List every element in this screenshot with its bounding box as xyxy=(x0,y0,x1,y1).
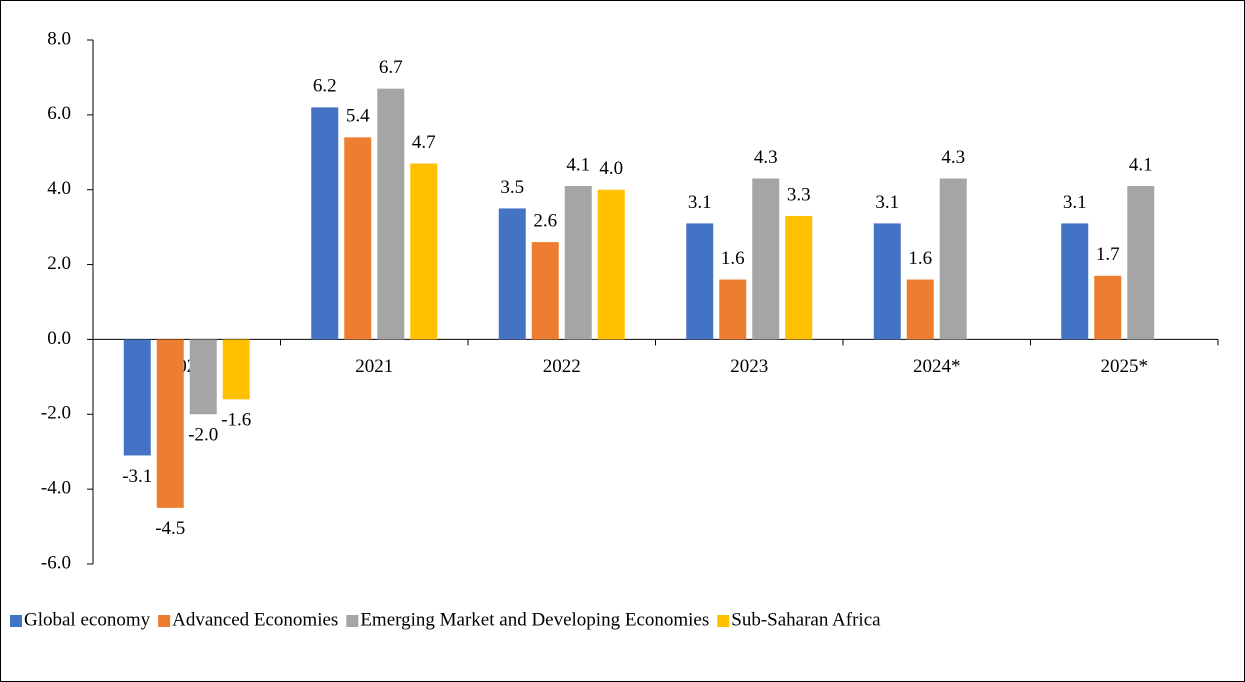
bar xyxy=(785,215,813,340)
value-label: 3.1 xyxy=(688,192,712,213)
value-label: 4.7 xyxy=(412,132,436,153)
value-label: -2.0 xyxy=(188,425,218,446)
value-label: 4.3 xyxy=(754,147,778,168)
bar xyxy=(156,339,184,508)
x-tick-label: 2021 xyxy=(355,356,393,377)
legend-label: Global economy xyxy=(24,609,151,630)
value-label: 4.1 xyxy=(566,154,590,175)
value-label: 2.6 xyxy=(533,210,557,231)
value-label: 3.5 xyxy=(500,177,524,198)
bar xyxy=(123,339,151,456)
legend-label: Advanced Economies xyxy=(172,609,338,630)
y-tick-label: -4.0 xyxy=(41,478,71,499)
value-label: 3.1 xyxy=(875,192,899,213)
bar xyxy=(1094,275,1122,340)
x-tick-label: 2025* xyxy=(1101,356,1149,377)
legend-swatch xyxy=(158,615,171,627)
bar xyxy=(906,279,934,340)
bar xyxy=(873,223,901,340)
legend-swatch xyxy=(717,615,730,627)
y-tick-label: 6.0 xyxy=(47,103,71,124)
x-tick-label: 2023 xyxy=(730,356,768,377)
y-tick-label: 2.0 xyxy=(47,253,71,274)
bar xyxy=(311,107,339,340)
value-label: 4.3 xyxy=(941,147,965,168)
legend-label: Sub-Saharan Africa xyxy=(731,609,881,630)
y-tick-label: 8.0 xyxy=(47,28,71,49)
bar xyxy=(377,88,405,340)
bar xyxy=(498,208,526,340)
bar xyxy=(531,242,559,340)
bar xyxy=(597,189,625,340)
value-label: 5.4 xyxy=(346,106,370,127)
y-tick-label: 4.0 xyxy=(47,178,71,199)
value-label: 3.3 xyxy=(787,184,811,205)
legend-label: Emerging Market and Developing Economies xyxy=(360,609,709,630)
value-label: 6.2 xyxy=(313,76,337,97)
x-tick-label: 2024* xyxy=(913,356,961,377)
bar xyxy=(686,223,714,340)
value-label: 4.1 xyxy=(1129,154,1153,175)
value-label: 3.1 xyxy=(1063,192,1087,213)
y-tick-label: 0.0 xyxy=(47,328,71,349)
legend-swatch xyxy=(346,615,359,627)
bar xyxy=(222,339,250,400)
bar xyxy=(939,178,967,340)
bar xyxy=(1127,185,1155,340)
value-label: -3.1 xyxy=(122,466,152,487)
x-tick-label: 2022 xyxy=(543,356,581,377)
bar xyxy=(410,163,438,340)
value-label: 4.0 xyxy=(599,158,623,179)
bar xyxy=(564,185,592,340)
value-label: -4.5 xyxy=(155,518,185,539)
bar xyxy=(752,178,780,340)
value-label: 6.7 xyxy=(379,57,403,78)
bar xyxy=(344,137,372,340)
bar xyxy=(1061,223,1089,340)
bar xyxy=(719,279,747,340)
value-label: 1.6 xyxy=(721,248,745,269)
value-label: 1.7 xyxy=(1096,244,1120,265)
value-label: 1.6 xyxy=(908,248,932,269)
bar xyxy=(189,339,217,415)
value-label: -1.6 xyxy=(221,410,251,431)
y-tick-label: -6.0 xyxy=(41,552,71,573)
legend-swatch xyxy=(10,615,22,627)
y-tick-label: -2.0 xyxy=(41,403,71,424)
